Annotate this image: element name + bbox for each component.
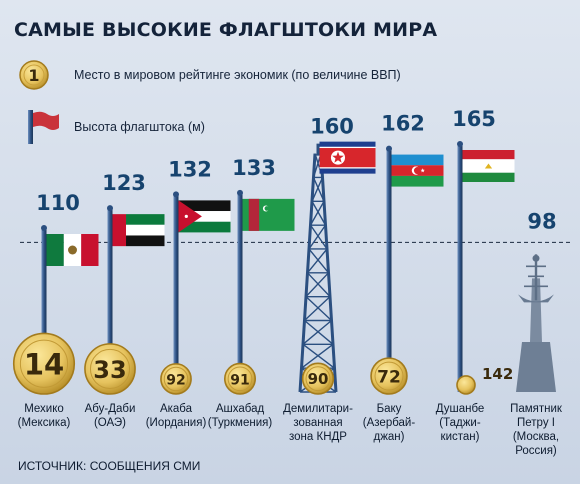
- gdp-rank-coin: [370, 357, 408, 395]
- city-label: (Москва,: [513, 431, 559, 443]
- flagpole-finial: [107, 205, 113, 212]
- gdp-rank-label: 72: [377, 368, 401, 388]
- source-note: ИСТОЧНИК: СООБЩЕНИЯ СМИ: [18, 459, 200, 473]
- city-label: (Туркмения): [208, 417, 273, 429]
- city-label: зованная: [293, 417, 342, 429]
- city-label: (ОАЭ): [94, 417, 126, 429]
- flagpole-finial: [386, 145, 392, 152]
- flagpole-group-7: 98 Памятник Петру I (Москва, Россия): [510, 209, 563, 457]
- city-label: джан): [374, 431, 405, 443]
- flagpole-finial: [237, 189, 243, 196]
- height-label: 162: [381, 112, 425, 136]
- city-label: кистан): [441, 431, 480, 443]
- city-label: зона КНДР: [289, 431, 347, 443]
- city-label: Абу-Даби: [85, 403, 136, 415]
- city-label: Мехико: [24, 403, 64, 415]
- city-label: Россия): [515, 445, 557, 457]
- flag-north-korea: [319, 141, 376, 174]
- flagpole-bar: [107, 208, 113, 392]
- gdp-rank-coin: [301, 362, 335, 395]
- tower-mast: [316, 143, 320, 156]
- tower-lattice: [299, 153, 337, 393]
- gdp-rank-label: 33: [93, 356, 126, 384]
- gdp-rank-label: 90: [308, 370, 329, 388]
- legend-flag-label: Высота флагштока (м): [74, 120, 205, 134]
- gdp-rank-label: 91: [230, 372, 249, 388]
- height-label: 110: [36, 191, 80, 215]
- city-label: Акаба: [160, 403, 193, 415]
- height-label: 98: [527, 209, 556, 233]
- gdp-rank-coin: [12, 332, 76, 395]
- flag-mexico: [46, 234, 99, 266]
- flag-tajikistan: [462, 150, 515, 182]
- city-label: (Мексика): [18, 417, 71, 429]
- gdp-rank-label: 142: [482, 365, 513, 383]
- gdp-rank-label: 92: [166, 372, 185, 388]
- height-label: 160: [310, 115, 354, 139]
- monument-peter-i-icon: [516, 254, 556, 392]
- flag-azerbaijan: [391, 154, 444, 187]
- city-label: Демилитари-: [283, 403, 353, 415]
- city-label: Баку: [377, 403, 402, 415]
- legend-coin-symbol: 1: [28, 66, 39, 85]
- flagpole-finial: [173, 191, 179, 198]
- flagpole-group-2: 132 92 Акаба (Иордания): [146, 157, 231, 429]
- chart-title: САМЫЕ ВЫСОКИЕ ФЛАГШТОКИ МИРА: [14, 19, 437, 41]
- city-label: (Иордания): [146, 417, 207, 429]
- flag-uae: [112, 214, 165, 247]
- legend: 1 Место в мировом рейтинге экономик (по …: [19, 60, 401, 144]
- flagpole-finial: [457, 141, 463, 147]
- flagpole-group-0: 110 14 Мехико (Мексика): [12, 191, 99, 429]
- flag-turkmenistan: [242, 198, 295, 231]
- height-label: 133: [232, 156, 276, 180]
- flagpole-group-3: 133 91 Ашхабад (Туркмения): [208, 156, 295, 429]
- gdp-rank-coin: [224, 362, 256, 395]
- legend-coin-icon: 1: [19, 60, 49, 90]
- city-label: (Азербай-: [363, 417, 416, 429]
- gdp-rank-coin: [84, 343, 136, 395]
- flagpole-group-4: 160 90 Демилитари-зованная зона КНДР: [283, 115, 376, 443]
- flag-jordan: [178, 200, 231, 233]
- flagpole-finial: [41, 225, 47, 231]
- legend-coin-label: Место в мировом рейтинге экономик (по ве…: [74, 68, 401, 82]
- gdp-rank-coin: [456, 375, 476, 395]
- gdp-rank-coin: [160, 363, 192, 395]
- chart-marks: 110 14 Мехико (Мексика) 123 33 Абу-Даби (ОАЭ) 13…: [12, 107, 563, 457]
- gdp-rank-label: 14: [24, 348, 64, 382]
- flagpole-bar: [457, 144, 463, 392]
- city-label: Душанбе: [436, 403, 485, 415]
- city-label: Памятник: [510, 403, 563, 415]
- legend-flag-icon: [28, 110, 59, 144]
- flagpole-group-6: 165 142 Душанбе (Таджи-кистан): [436, 107, 515, 443]
- flagpole-group-5: 162 72 Баку (Азербай-джан): [363, 112, 444, 443]
- flagpole-bar: [41, 228, 47, 392]
- city-label: (Таджи-: [439, 417, 481, 429]
- city-label: Ашхабад: [216, 403, 265, 415]
- city-label: Петру I: [517, 417, 555, 429]
- height-label: 123: [102, 171, 146, 195]
- flagpole-bar: [173, 194, 179, 392]
- flagpole-bar: [237, 192, 243, 392]
- flagpole-bar: [386, 148, 392, 392]
- height-label: 132: [168, 157, 212, 181]
- flagpole-group-1: 123 33 Абу-Даби (ОАЭ): [84, 171, 165, 429]
- height-label: 165: [452, 107, 496, 131]
